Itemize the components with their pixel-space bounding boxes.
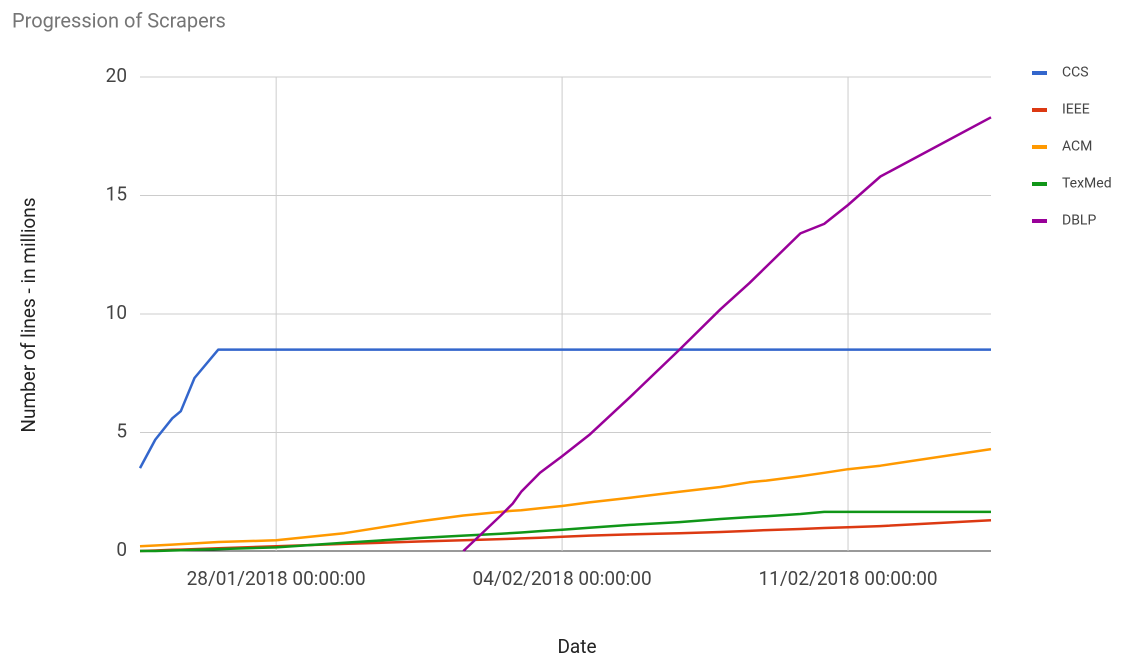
series-line bbox=[140, 510, 991, 553]
y-axis-label: Number of lines - in millions bbox=[17, 197, 40, 432]
legend-label: CCS bbox=[1062, 65, 1089, 81]
y-tick-label: 5 bbox=[116, 420, 127, 443]
x-tick-label: 11/02/2018 00:00:00 bbox=[758, 567, 937, 590]
series-line bbox=[138, 348, 991, 469]
legend-label: IEEE bbox=[1062, 102, 1090, 118]
x-tick-label: 04/02/2018 00:00:00 bbox=[473, 567, 652, 590]
y-tick-label: 0 bbox=[116, 538, 127, 561]
x-axis-label: Date bbox=[557, 635, 596, 658]
x-tick-label: 28/01/2018 00:00:00 bbox=[187, 567, 366, 590]
series-line bbox=[139, 518, 992, 553]
legend-label: ACM bbox=[1062, 139, 1092, 155]
series-line bbox=[139, 447, 992, 548]
legend-label: DBLP bbox=[1062, 213, 1096, 229]
y-tick-label: 10 bbox=[106, 301, 127, 324]
legend-label: TexMed bbox=[1062, 176, 1112, 192]
y-tick-label: 20 bbox=[106, 64, 127, 87]
chart-title: Progression of Scrapers bbox=[12, 8, 226, 32]
y-tick-label: 15 bbox=[106, 183, 127, 206]
series-line bbox=[462, 116, 992, 552]
